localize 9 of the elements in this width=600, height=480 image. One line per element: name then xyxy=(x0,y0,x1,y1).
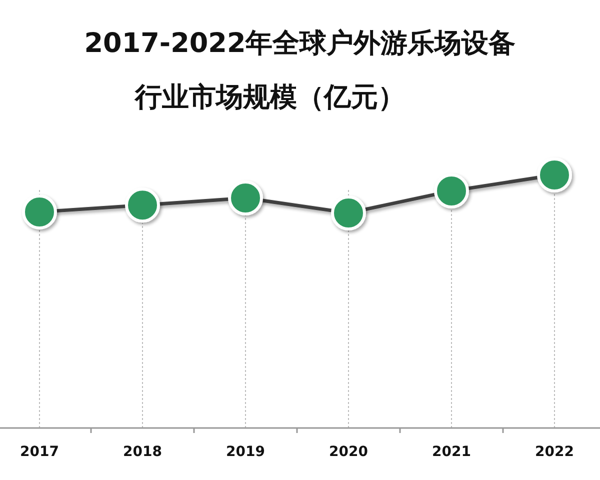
title: 2017-2022年全球户外游乐场设备 xyxy=(84,28,516,59)
point xyxy=(331,195,366,230)
x-tick-label: 2020 xyxy=(329,444,368,460)
x-tick-label: 2017 xyxy=(20,444,59,460)
x-tick-label: 2018 xyxy=(123,444,162,460)
x-tick-label: 2022 xyxy=(535,444,574,460)
x-tick-label: 2019 xyxy=(226,444,265,460)
x-tick-label: 2021 xyxy=(432,444,471,460)
subtitle: 行业市场规模（亿元） xyxy=(135,82,405,113)
